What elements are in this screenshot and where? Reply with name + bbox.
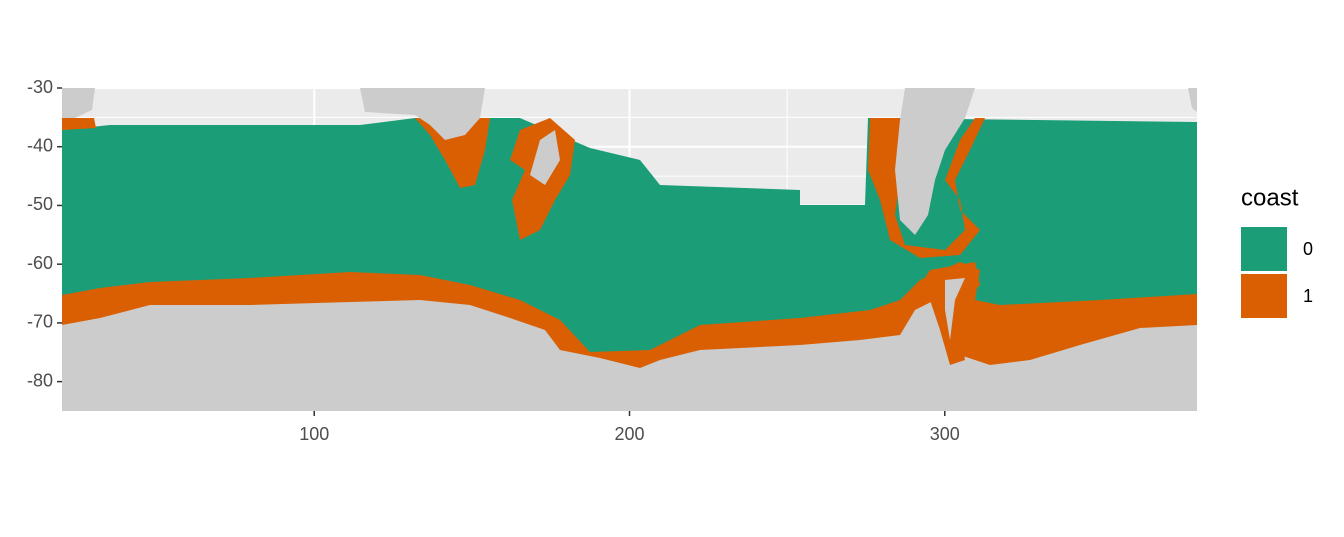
y-tick-label: -50 (27, 194, 53, 214)
y-tick-label: -70 (27, 312, 53, 332)
x-tick-label: 300 (930, 424, 960, 444)
legend: 01 (1241, 227, 1313, 318)
antarctica (62, 300, 1197, 411)
y-tick-label: -30 (27, 77, 53, 97)
legend-label: 0 (1303, 239, 1313, 259)
coast-cells (62, 118, 96, 130)
africa-east (1188, 88, 1197, 112)
y-tick-label: -80 (27, 370, 53, 390)
x-tick-label: 200 (614, 424, 644, 444)
y-tick-label: -40 (27, 135, 53, 155)
legend-title: coast (1241, 184, 1299, 211)
legend-key (1241, 227, 1287, 271)
africa (62, 88, 95, 118)
raster (62, 88, 1197, 411)
new-zealand (530, 130, 560, 185)
legend-label: 1 (1303, 286, 1313, 306)
y-tick-label: -60 (27, 253, 53, 273)
australia (360, 88, 485, 140)
coast-cells (415, 118, 490, 188)
x-tick-label: 100 (299, 424, 329, 444)
antarctic-peninsula (945, 278, 965, 340)
legend-key (1241, 274, 1287, 318)
south-america (895, 88, 975, 235)
